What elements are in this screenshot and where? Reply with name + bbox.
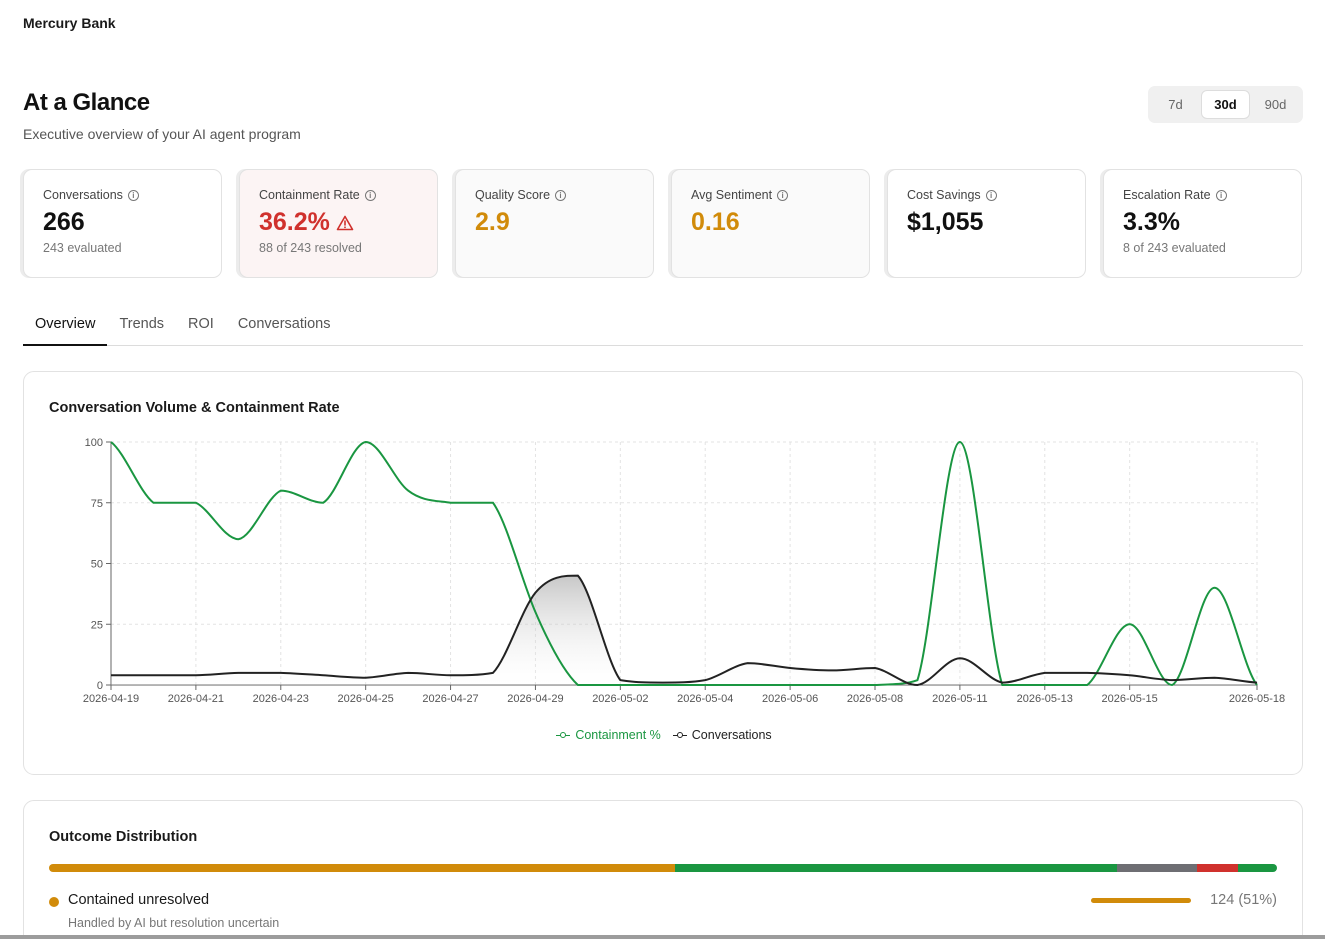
outcome-row[interactable]: Contained unresolved Handled by AI but r… [49,892,1277,932]
chart-card: Conversation Volume & Containment Rate 0… [23,371,1303,775]
page-title: At a Glance [23,89,150,116]
tab-conversations[interactable]: Conversations [237,316,331,332]
info-icon[interactable]: i [555,189,567,201]
x-tick-label: 2026-04-23 [253,693,309,705]
window-bottom-edge [0,935,1325,939]
status-dot-icon [49,897,59,907]
outcome-label: Contained unresolved [68,892,210,908]
warning-icon [336,215,354,230]
kpi-card-cost-savings: Cost Savings i $1,055 [887,169,1086,278]
page-subtitle: Executive overview of your AI agent prog… [23,126,301,142]
outcome-card: Outcome Distribution Contained unresolve… [23,800,1303,939]
tab-overview[interactable]: Overview [23,309,108,346]
chart-legend: Containment % Conversations [24,728,1304,742]
kpi-value-row: 36.2% [259,208,437,237]
x-tick-label: 2026-04-27 [422,693,478,705]
info-icon[interactable]: i [1215,189,1227,201]
info-icon[interactable]: i [985,189,997,201]
x-tick-label: 2026-04-19 [83,693,139,705]
kpi-label: Quality Score [475,188,551,202]
kpi-card-conversations: Conversations i 266 243 evaluated [23,169,222,278]
outcome-value: 124 (51%) [1210,892,1277,908]
y-tick-label: 50 [91,559,103,571]
outcome-segment[interactable] [1117,864,1198,872]
kpi-value: 3.3% [1123,208,1180,236]
kpi-label: Conversations [43,188,123,202]
range-30d-button[interactable]: 30d [1201,90,1250,119]
series-line-conversations[interactable] [111,574,1258,687]
info-icon[interactable]: i [364,189,376,201]
range-7d-button[interactable]: 7d [1168,97,1183,112]
line-chart: 0 25 50 75 100 2026-04-19 2026-04-21 2026-04-23… [83,437,1285,705]
legend-item-containment[interactable]: Containment % [556,728,661,742]
kpi-card-containment-rate: Containment Rate i 36.2% 88 of 243 resolv… [239,169,438,278]
outcome-title: Outcome Distribution [49,829,198,845]
chart-title: Conversation Volume & Containment Rate [49,400,340,416]
legend-item-conversations[interactable]: Conversations [672,728,772,742]
kpi-value: 2.9 [475,208,510,236]
x-tick-label: 2026-05-04 [677,693,733,705]
x-tick-label: 2026-05-02 [592,693,648,705]
y-tick-label: 75 [91,498,103,510]
legend-label: Containment % [575,728,661,742]
kpi-value: 36.2% [259,208,330,236]
brand-name: Mercury Bank [23,15,116,31]
x-tick-label: 2026-05-08 [847,693,903,705]
kpi-label: Avg Sentiment [691,188,773,202]
info-icon[interactable]: i [127,189,139,201]
kpi-sub: 8 of 243 evaluated [1123,241,1226,255]
kpi-sub: 243 evaluated [43,241,122,255]
kpi-value: 0.16 [691,208,740,236]
outcome-segment[interactable] [1237,864,1277,872]
y-tick-label: 100 [85,437,103,449]
legend-line-icon [556,731,571,739]
x-tick-label: 2026-05-18 [1229,693,1285,705]
series-area-conversations [111,575,1257,685]
kpi-label: Escalation Rate [1123,188,1211,202]
info-icon[interactable]: i [777,189,789,201]
y-tick-label: 25 [91,619,103,631]
date-range-toggle: 7d 30d 90d [1148,86,1303,123]
x-tick-label: 2026-05-15 [1102,693,1158,705]
x-tick-label: 2026-04-25 [338,693,394,705]
range-90d-button[interactable]: 90d [1264,97,1287,112]
x-tick-label: 2026-04-21 [168,693,224,705]
series-line-containment[interactable] [110,440,1258,687]
kpi-card-avg-sentiment: Avg Sentiment i 0.16 [671,169,870,278]
kpi-card-escalation-rate: Escalation Rate i 3.3% 8 of 243 evaluated [1103,169,1302,278]
kpi-sub: 88 of 243 resolved [259,241,362,255]
tab-trends[interactable]: Trends [119,316,165,332]
kpi-label: Cost Savings [907,188,981,202]
outcome-mini-bar [1091,898,1191,903]
x-tick-label: 2026-05-13 [1017,693,1073,705]
tab-bar: Overview Trends ROI Conversations [23,309,1303,346]
y-tick-label: 0 [97,680,103,692]
outcome-segment[interactable] [49,864,676,872]
kpi-value: 266 [43,208,85,236]
outcome-desc: Handled by AI but resolution uncertain [68,916,280,930]
legend-line-icon [672,731,687,739]
x-tick-label: 2026-04-29 [507,693,563,705]
kpi-value: $1,055 [907,208,984,236]
outcome-segment[interactable] [675,864,1118,872]
kpi-label: Containment Rate [259,188,360,202]
kpi-card-quality-score: Quality Score i 2.9 [455,169,654,278]
outcome-stacked-bar [49,864,1277,872]
legend-label: Conversations [691,728,772,742]
x-tick-label: 2026-05-11 [932,693,987,705]
tab-roi[interactable]: ROI [188,316,214,332]
outcome-segment[interactable] [1197,864,1238,872]
x-tick-label: 2026-05-06 [762,693,818,705]
